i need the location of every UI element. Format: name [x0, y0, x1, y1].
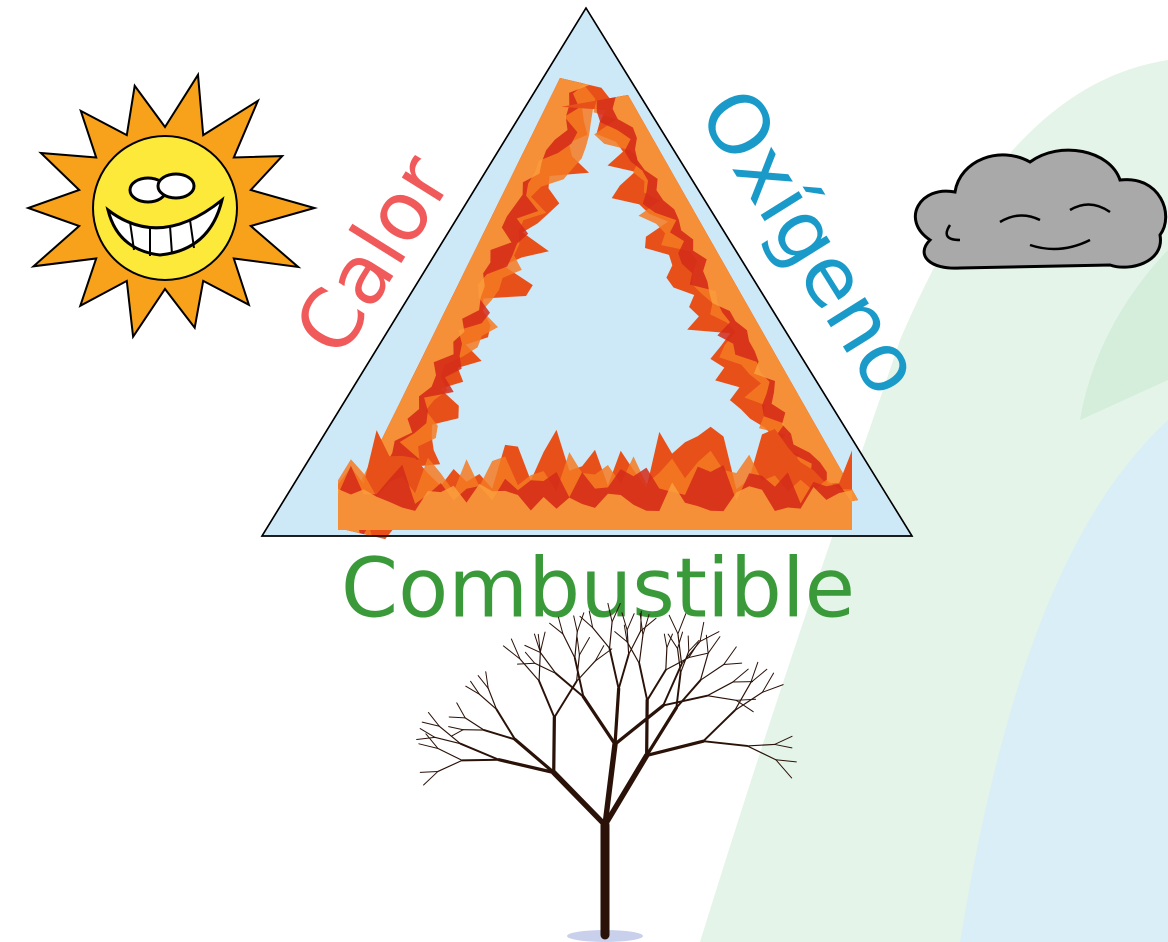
tree-branch — [610, 648, 619, 689]
tree-branch — [462, 760, 499, 761]
tree-branch — [539, 652, 540, 681]
tree-branch — [579, 638, 589, 655]
tree-branch — [736, 700, 753, 711]
tree-branch — [517, 663, 534, 664]
tree-branch — [438, 760, 462, 771]
tree-branch — [708, 637, 720, 654]
tree-branch — [688, 636, 689, 651]
tree-branch — [449, 727, 464, 730]
tree-branch — [577, 638, 579, 655]
fire-triangle-diagram: Calor Oxígeno Combustible — [0, 0, 1168, 942]
tree-branch — [451, 730, 463, 737]
tree-branch — [707, 696, 736, 701]
tree-branch — [619, 654, 629, 688]
tree-branch — [762, 685, 783, 693]
tree-branch — [703, 741, 747, 746]
tree-branch — [762, 673, 773, 692]
tree-branch — [457, 703, 465, 718]
tree-branch — [438, 749, 462, 761]
tree-branch — [417, 737, 435, 739]
tree-branch — [703, 710, 734, 741]
tree-branch — [707, 682, 732, 696]
tree-branch — [583, 697, 615, 744]
tree-branch — [736, 699, 755, 700]
tree-branch — [420, 771, 438, 772]
tree-branch — [554, 717, 555, 772]
tree-branch — [666, 648, 667, 670]
tree-branch — [460, 744, 498, 760]
tree-branch — [466, 686, 480, 694]
tree-branch — [449, 717, 465, 718]
tree-branch — [639, 635, 643, 663]
sun-eye — [158, 174, 194, 198]
tree-branch — [724, 663, 742, 664]
tree-branch — [471, 681, 480, 694]
tree-branch — [735, 683, 751, 711]
tree-branch — [525, 652, 534, 663]
tree-branch — [639, 663, 647, 700]
tree-branch — [563, 634, 575, 658]
tree-branch — [554, 772, 605, 825]
tree-branch — [724, 647, 737, 665]
tree-branch — [647, 670, 666, 700]
tree-branch — [465, 718, 484, 730]
side-label: Combustible — [341, 541, 855, 636]
tree-branch — [733, 669, 748, 682]
tree-branch — [424, 771, 438, 785]
page: {"triangle": {"sides": [{"label": "Calor… — [0, 0, 1168, 942]
tree-branch — [520, 659, 539, 681]
tree-branch — [647, 700, 648, 755]
tree-branch — [595, 646, 604, 661]
tree-branch — [539, 681, 554, 718]
sun-icon — [28, 75, 314, 337]
tree-branch — [615, 689, 619, 744]
tree-branch — [554, 681, 576, 717]
tree-branch — [735, 692, 763, 710]
